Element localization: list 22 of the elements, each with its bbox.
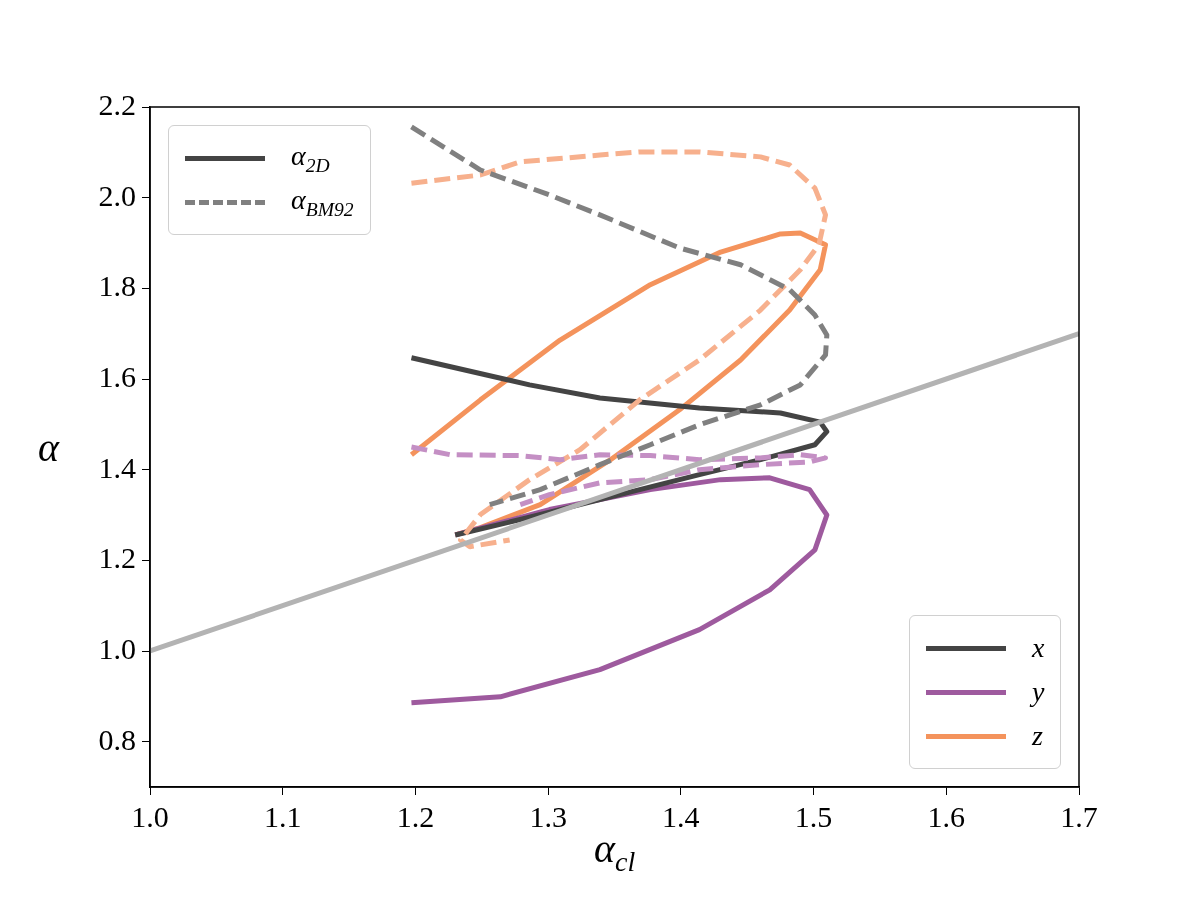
x-tick-label: 1.7 xyxy=(1060,799,1098,833)
x-tick-label: 1.5 xyxy=(794,799,833,833)
y-tick-label: 1.8 xyxy=(98,269,136,303)
y-tick-label: 1.0 xyxy=(98,631,136,665)
x-tick-label: 1.0 xyxy=(131,799,169,833)
y-tick-label: 1.2 xyxy=(98,541,136,575)
x-tick-label: 1.2 xyxy=(396,799,435,833)
x-axis-title: α$_{cl}$ xyxy=(594,825,636,878)
y-tick-label: 2.2 xyxy=(98,87,136,121)
x-tick-label: 1.6 xyxy=(927,799,966,833)
y-tick-label: 2.0 xyxy=(98,178,136,212)
legend-label: z xyxy=(1032,720,1043,752)
y-tick-label: 1.4 xyxy=(98,450,136,484)
y-tick-label: 0.8 xyxy=(98,722,136,756)
x-tick-label: 1.3 xyxy=(529,799,567,833)
x-tick-label: 1.1 xyxy=(263,799,302,833)
legend-label: α$_{BM92}$ xyxy=(291,183,354,221)
legend-label: α$_{2D}$ xyxy=(291,139,330,177)
y-tick-label: 1.6 xyxy=(98,359,136,393)
legend-label: x xyxy=(1032,632,1045,664)
y-axis-title: α xyxy=(38,423,59,471)
x-tick-label: 1.4 xyxy=(662,799,700,833)
